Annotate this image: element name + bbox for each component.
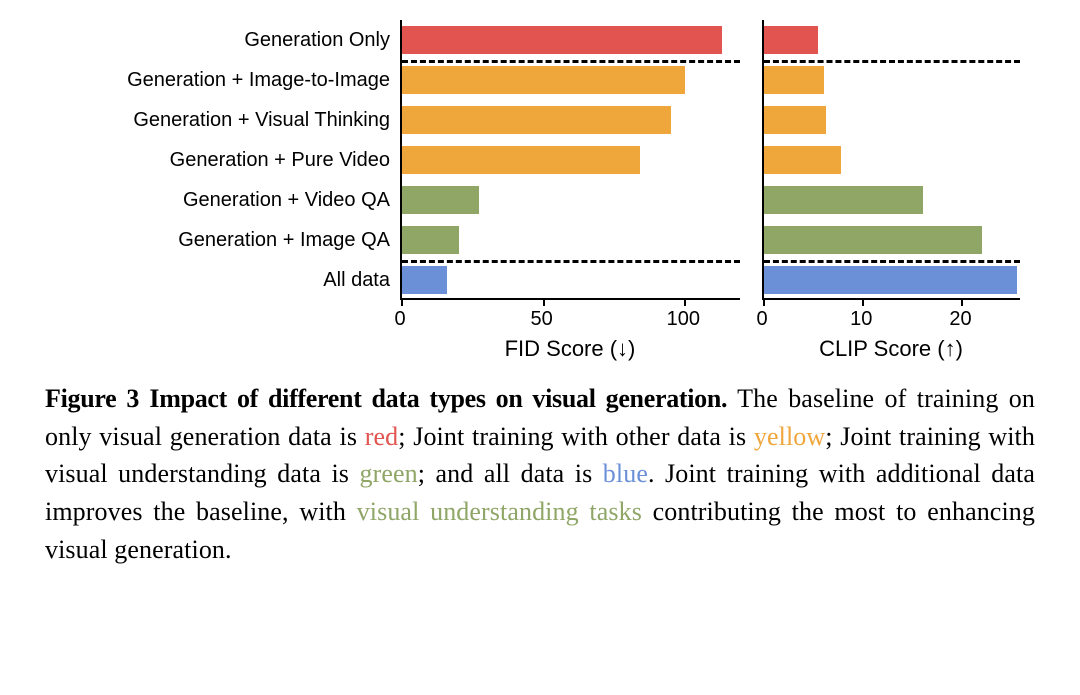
- group-divider: [764, 260, 1020, 263]
- category-label: Generation + Visual Thinking: [133, 110, 390, 130]
- caption-color-blue: blue: [603, 459, 648, 488]
- category-label: Generation + Image-to-Image: [127, 70, 390, 90]
- bar: [402, 186, 479, 215]
- bar: [764, 266, 1017, 295]
- category-label: Generation Only: [244, 30, 390, 50]
- chart-area: Generation Only Generation + Image-to-Ima…: [60, 20, 1020, 350]
- category-label: Generation + Video QA: [183, 190, 390, 210]
- x-tick-label: 0: [756, 308, 767, 331]
- x-tick: [401, 298, 403, 306]
- caption-title: Impact of different data types on visual…: [149, 384, 727, 413]
- caption-color-green: green: [359, 459, 417, 488]
- x-tick-label: 100: [667, 308, 700, 331]
- bar: [764, 186, 923, 215]
- x-tick-label: 50: [531, 308, 553, 331]
- x-tick: [763, 298, 765, 306]
- x-tick: [543, 298, 545, 306]
- bar: [764, 26, 818, 55]
- x-tick: [961, 298, 963, 306]
- x-axis-label: FID Score (↓): [400, 336, 740, 362]
- group-divider: [402, 60, 740, 63]
- group-divider: [402, 260, 740, 263]
- bar: [402, 266, 447, 295]
- bar: [764, 226, 982, 255]
- caption-seg4: ; and all data is: [418, 459, 603, 488]
- bar: [402, 146, 640, 175]
- x-tick-label: 20: [949, 308, 971, 331]
- y-axis-labels: Generation Only Generation + Image-to-Ima…: [60, 20, 390, 300]
- group-divider: [764, 60, 1020, 63]
- bar: [402, 106, 671, 135]
- bar: [764, 106, 826, 135]
- plot-fid: [400, 20, 740, 300]
- caption-figure-label: Figure 3: [45, 384, 139, 413]
- page: Generation Only Generation + Image-to-Ima…: [0, 0, 1080, 695]
- caption-seg2: ; Joint training with other data is: [398, 422, 754, 451]
- bar: [402, 66, 685, 95]
- chart-panel-fid: 050100FID Score (↓): [400, 20, 740, 300]
- category-label: Generation + Pure Video: [170, 150, 390, 170]
- bar: [764, 146, 841, 175]
- category-label: Generation + Image QA: [178, 230, 390, 250]
- x-tick-label: 10: [850, 308, 872, 331]
- chart-panel-clip: 01020CLIP Score (↑): [762, 20, 1020, 300]
- caption-color-yellow: yellow: [754, 422, 825, 451]
- x-tick: [684, 298, 686, 306]
- x-tick-label: 0: [394, 308, 405, 331]
- x-tick: [862, 298, 864, 306]
- caption-color-green2: visual understanding tasks: [357, 497, 642, 526]
- caption-color-red: red: [365, 422, 399, 451]
- x-axis-label: CLIP Score (↑): [762, 336, 1020, 362]
- bar: [764, 66, 824, 95]
- bar: [402, 226, 459, 255]
- figure-caption: Figure 3 Impact of different data types …: [45, 380, 1035, 568]
- plot-clip: [762, 20, 1020, 300]
- bar: [402, 26, 722, 55]
- category-label: All data: [323, 270, 390, 290]
